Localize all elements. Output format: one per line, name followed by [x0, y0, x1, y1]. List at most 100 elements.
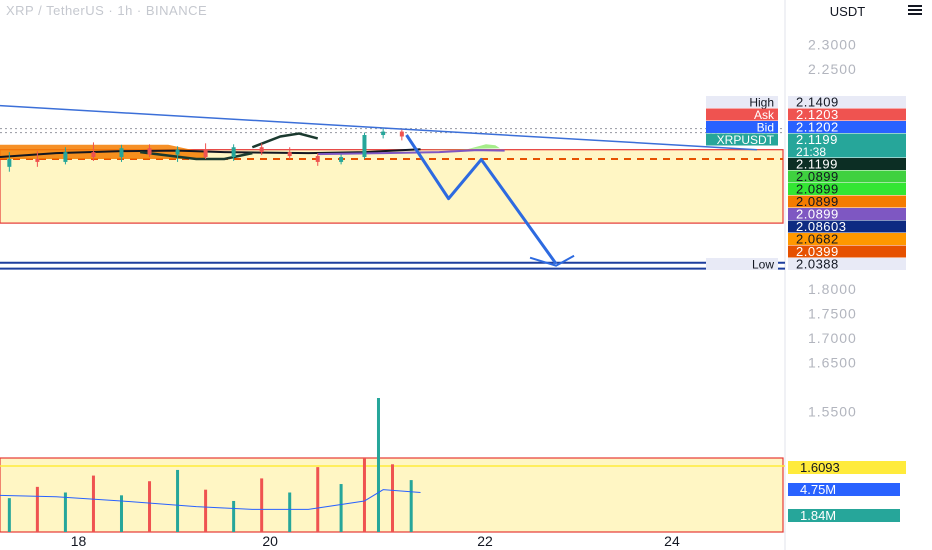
cloud-green — [411, 144, 500, 151]
volume-bar — [288, 492, 292, 532]
price-tag-name: Bid — [757, 121, 774, 135]
volume-ma-line — [0, 489, 421, 510]
price-tag-name-bg — [706, 108, 778, 121]
price-tag[interactable] — [788, 133, 906, 158]
projection-path[interactable] — [405, 134, 558, 265]
menu-icon[interactable] — [908, 3, 922, 17]
candle-body[interactable] — [315, 156, 320, 162]
ma-line-purple — [317, 149, 505, 156]
candle-body[interactable] — [399, 131, 404, 137]
price-tag-name: Low — [752, 258, 774, 272]
price-tag[interactable] — [788, 158, 906, 170]
symbol-title: XRP / TetherUS · 1h · BINANCE — [6, 3, 208, 18]
candle-body[interactable] — [35, 158, 40, 162]
price-tag[interactable] — [788, 258, 906, 270]
candle-body[interactable] — [259, 147, 264, 153]
candle-body[interactable] — [63, 152, 68, 162]
price-tag-value: 2.0899 — [796, 207, 839, 222]
candle-body[interactable] — [231, 147, 236, 158]
candle-body[interactable] — [362, 135, 367, 158]
candle-body[interactable] — [339, 157, 344, 162]
volume-bar — [391, 464, 394, 532]
lagging-line-dark-2 — [251, 132, 319, 149]
volume-bar — [63, 492, 67, 532]
price-tag[interactable] — [788, 233, 906, 245]
time-tick-label: 18 — [71, 533, 87, 549]
price-tag[interactable] — [788, 245, 906, 258]
price-tick-label: 1.7000 — [808, 330, 857, 346]
price-tick-label: 1.6500 — [808, 355, 857, 371]
candle-body[interactable] — [203, 149, 208, 158]
volume-tag-value: 4.75M — [800, 482, 836, 497]
volume-bar — [339, 484, 343, 532]
price-tag[interactable] — [788, 108, 906, 121]
price-tag-name: Ask — [754, 108, 775, 122]
price-tag-value: 2.0682 — [796, 232, 839, 247]
volume-bar — [232, 500, 236, 532]
supply-zone[interactable] — [0, 149, 784, 224]
price-tag-value: 2.0388 — [796, 257, 839, 272]
price-tick-label: 1.7500 — [808, 306, 857, 322]
price-tick-label: 1.5500 — [808, 404, 857, 420]
candle-body[interactable] — [119, 148, 124, 158]
price-tag-name-bg — [706, 96, 778, 108]
price-tag[interactable] — [788, 121, 906, 133]
candle-body[interactable] — [147, 148, 152, 155]
price-tag-value: 2.1202 — [796, 120, 839, 135]
price-tag-value: 2.08603 — [796, 219, 847, 234]
volume-bar — [260, 478, 264, 532]
volume-tag-value: 1.84M — [800, 508, 836, 523]
price-tag[interactable] — [788, 208, 906, 220]
volume-bar — [362, 458, 366, 532]
price-tag-value: 2.1199 — [796, 132, 838, 147]
descending-trendline[interactable] — [0, 104, 758, 151]
price-tag-value: 2.1203 — [796, 107, 839, 122]
currency-label[interactable]: USDT — [829, 4, 866, 19]
volume-bar — [409, 480, 413, 532]
time-tick-label: 20 — [262, 533, 278, 549]
volume-bar — [7, 498, 11, 532]
price-tag-value: 2.1199 — [796, 157, 838, 172]
volume-tag[interactable] — [788, 509, 900, 522]
price-tag-value: 2.1409 — [796, 95, 839, 110]
price-tag-countdown: 21:38 — [796, 145, 826, 159]
price-tag-value: 2.0899 — [796, 169, 839, 184]
price-tag-name: XRPUSDT — [717, 133, 775, 147]
volume-bar — [176, 469, 180, 532]
volume-bar — [316, 467, 320, 532]
price-tag[interactable] — [788, 170, 906, 183]
price-tag-value: 2.0899 — [796, 194, 839, 209]
volume-bar — [376, 398, 380, 532]
projection-arrow-head — [529, 254, 575, 267]
price-tick-label: 2.3000 — [808, 36, 857, 52]
candle-body[interactable] — [175, 149, 180, 155]
price-tag-name-bg — [706, 258, 778, 270]
price-tag-value: 2.0399 — [796, 244, 839, 259]
candle-body[interactable] — [91, 152, 96, 158]
candle-body[interactable] — [7, 158, 12, 167]
lagging-line-dark — [140, 150, 253, 161]
price-tag[interactable] — [788, 220, 906, 233]
price-tick-label: 2.2500 — [808, 61, 857, 77]
volume-bar — [119, 495, 123, 532]
price-tag-value: 2.0899 — [796, 182, 839, 197]
volume-tag[interactable] — [788, 461, 906, 474]
price-tag[interactable] — [788, 96, 906, 108]
candle-body[interactable] — [381, 131, 386, 136]
volume-tag-value: 1.6093 — [800, 460, 840, 475]
volume-bar — [35, 486, 39, 532]
volume-tag[interactable] — [788, 483, 900, 496]
time-tick-label: 24 — [664, 533, 680, 549]
time-tick-label: 22 — [477, 533, 493, 549]
candle-body[interactable] — [287, 152, 292, 157]
price-tag-name-bg — [706, 121, 778, 133]
price-tag-name-bg — [706, 133, 778, 146]
volume-bar — [204, 489, 208, 532]
price-tick-label: 1.8000 — [808, 281, 857, 297]
price-tag[interactable] — [788, 183, 906, 195]
volume-bar — [148, 481, 152, 532]
price-tag-name: High — [749, 96, 774, 110]
volume-bar — [91, 475, 95, 532]
price-tag[interactable] — [788, 195, 906, 208]
